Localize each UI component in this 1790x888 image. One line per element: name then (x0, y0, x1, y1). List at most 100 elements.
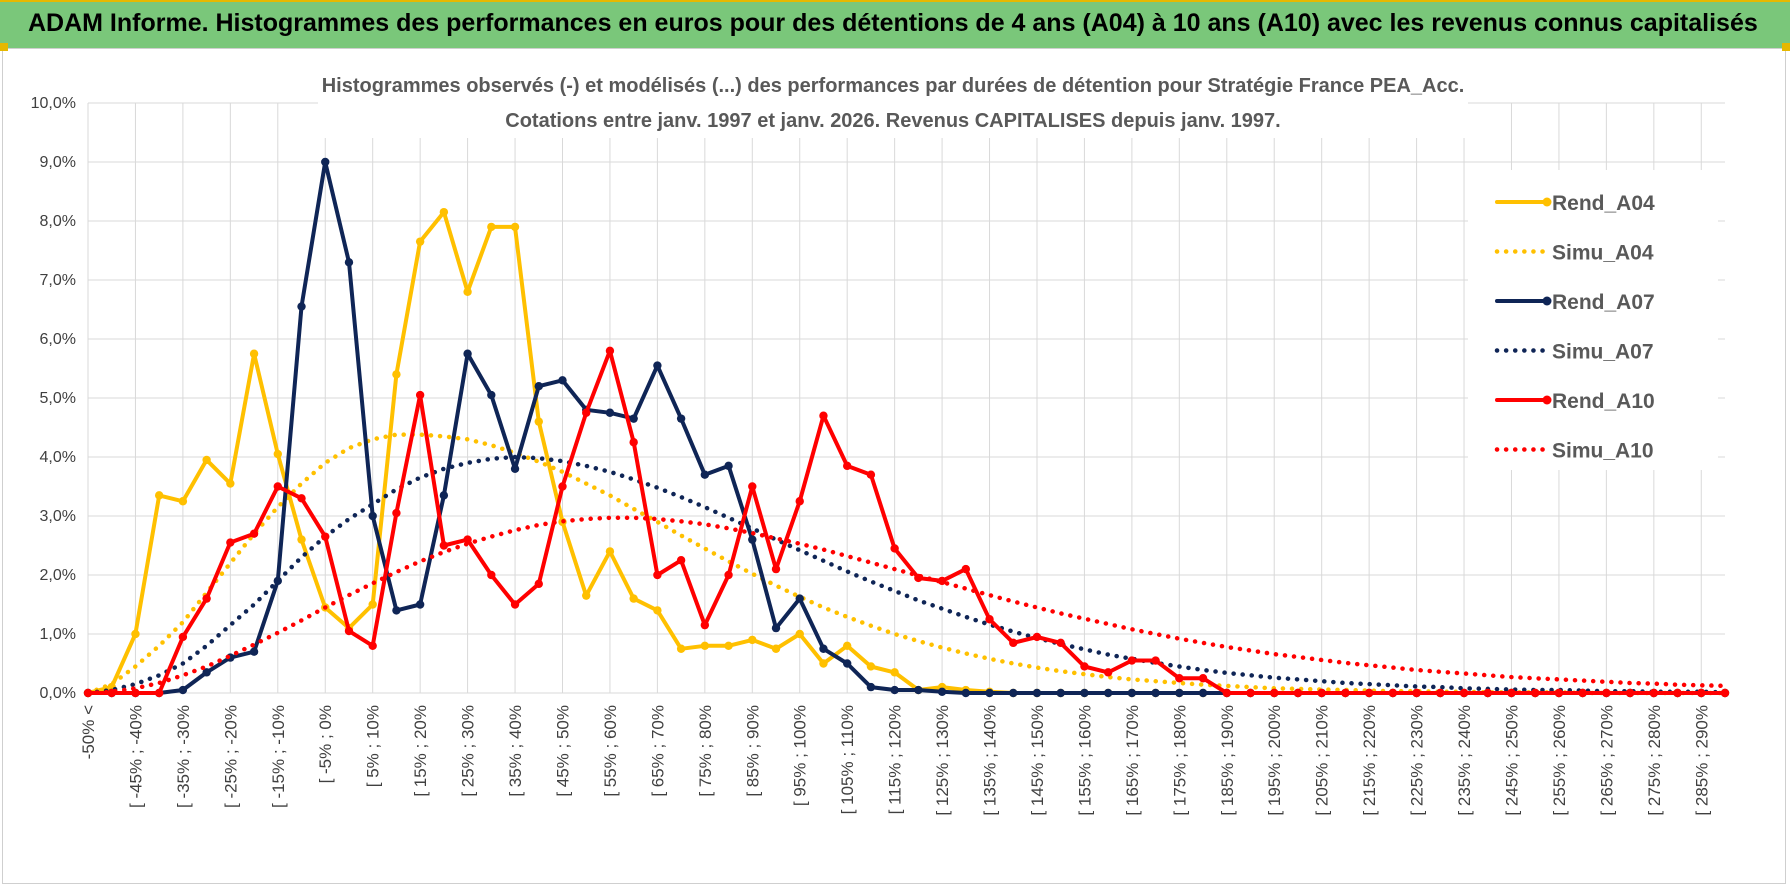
y-tick-label: 9,0% (40, 154, 76, 171)
data-point-Rend_A10 (1531, 688, 1540, 698)
data-point-Rend_A04 (510, 222, 520, 232)
data-point-Rend_A04 (178, 497, 188, 506)
x-tick-label: [ 185% ; 190% (1218, 705, 1237, 816)
x-tick-label: [ -5% ; 0% (316, 705, 335, 783)
data-point-Rend_A07 (558, 376, 567, 385)
data-point-Rend_A10 (1649, 688, 1659, 698)
y-tick-label: 1,0% (40, 626, 76, 643)
legend-item-Simu_A04: Simu_A04 (1494, 242, 1654, 265)
data-point-Rend_A07 (202, 668, 211, 677)
y-tick-label: 6,0% (40, 331, 76, 348)
data-point-Rend_A04 (724, 641, 733, 650)
data-point-Rend_A10 (344, 626, 354, 636)
data-point-Rend_A04 (249, 349, 259, 358)
data-point-Rend_A10 (1317, 688, 1326, 698)
data-point-Rend_A04 (202, 455, 211, 465)
x-tick-label: [ 65% ; 70% (648, 705, 667, 797)
data-point-Rend_A07 (297, 302, 306, 311)
data-point-Rend_A10 (1127, 656, 1137, 665)
data-point-Rend_A07 (415, 600, 425, 609)
series-Simu_A04 (85, 432, 1728, 696)
data-point-Rend_A10 (795, 497, 804, 506)
legend-item-Simu_A07: Simu_A07 (1494, 341, 1654, 364)
series-group (83, 157, 1730, 698)
x-tick-label: [ 55% ; 60% (601, 705, 620, 797)
data-point-Rend_A04 (273, 449, 282, 459)
data-point-Rend_A10 (1056, 638, 1065, 648)
x-tick-label: [ 215% ; 220% (1360, 705, 1379, 816)
data-point-Rend_A10 (1364, 688, 1374, 698)
x-tick-label: [ 105% ; 110% (838, 705, 857, 814)
data-point-Rend_A07 (1198, 688, 1208, 698)
x-tick-label: [ 85% ; 90% (743, 705, 762, 797)
x-tick-label: [ 95% ; 100% (791, 705, 810, 806)
series-line-Simu_A04 (85, 432, 1728, 696)
x-tick-label: [ 265% ; 270% (1597, 705, 1616, 816)
data-point-Rend_A10 (415, 390, 425, 400)
data-point-Rend_A07 (700, 470, 710, 479)
data-point-Rend_A07 (937, 687, 947, 697)
data-point-Rend_A07 (771, 623, 781, 633)
data-point-Rend_A10 (629, 438, 638, 447)
data-point-Rend_A04 (368, 600, 377, 609)
y-tick-label: 8,0% (40, 213, 76, 230)
data-point-Rend_A10 (653, 570, 662, 580)
data-point-Rend_A07 (819, 644, 828, 653)
data-point-Rend_A07 (439, 491, 449, 500)
data-point-Rend_A10 (178, 632, 188, 642)
data-point-Rend_A10 (937, 576, 947, 586)
x-tick-label: [ 155% ; 160% (1075, 705, 1094, 816)
data-point-Rend_A04 (653, 606, 662, 615)
legend-item-Simu_A10: Simu_A10 (1494, 440, 1654, 463)
x-tick-label: [ 205% ; 210% (1313, 705, 1332, 816)
data-point-Rend_A07 (463, 349, 472, 358)
x-tick-label: [ 35% ; 40% (506, 705, 525, 797)
data-point-Rend_A07 (178, 685, 188, 695)
x-tick-label: [ 115% ; 120% (886, 705, 905, 814)
y-axis: 0,0% 1,0% 2,0% 3,0% 4,0% 5,0% 6,0% 7,0% 8,0% 9,0%… (31, 95, 76, 702)
data-point-Rend_A10 (1103, 668, 1113, 677)
x-axis: -50% < [ -45% ; -40% [ -35% ; -30% [ -25% ;… (79, 705, 1711, 816)
data-point-Rend_A10 (582, 408, 591, 417)
data-point-Rend_A10 (487, 570, 496, 580)
data-point-Rend_A07 (321, 157, 330, 167)
data-point-Rend_A10 (1578, 688, 1587, 698)
data-point-Rend_A07 (534, 382, 543, 391)
x-tick-label: [ 75% ; 80% (696, 705, 715, 797)
legend-item-Rend_A04: Rend_A04 (1495, 192, 1655, 215)
x-tick-label: [ 235% ; 240% (1455, 705, 1474, 816)
data-point-Rend_A10 (1697, 688, 1706, 698)
data-point-Rend_A07 (605, 408, 615, 417)
data-point-Rend_A04 (582, 591, 591, 600)
data-point-Rend_A07 (653, 361, 662, 370)
data-point-Rend_A10 (985, 615, 994, 624)
x-tick-label: [ 175% ; 180% (1170, 705, 1189, 816)
data-point-Rend_A10 (1246, 688, 1255, 698)
data-point-Rend_A07 (985, 688, 994, 698)
x-tick-label: [ -35% ; -30% (174, 705, 193, 808)
data-point-Rend_A07 (961, 688, 971, 698)
data-point-Rend_A10 (1412, 688, 1421, 698)
chart-frame (2, 48, 1786, 884)
x-tick-label: [ 145% ; 150% (1028, 705, 1047, 816)
x-tick-label: [ 255% ; 260% (1550, 705, 1569, 816)
data-point-Rend_A10 (890, 544, 899, 553)
data-point-Rend_A07 (890, 685, 899, 695)
data-point-Rend_A04 (842, 641, 852, 650)
data-point-Rend_A07 (510, 464, 520, 473)
data-point-Rend_A10 (1151, 656, 1160, 665)
x-tick-label: [ -45% ; -40% (126, 705, 145, 808)
data-point-Rend_A07 (629, 414, 638, 423)
data-point-Rend_A07 (368, 511, 377, 521)
y-tick-label: 0,0% (40, 685, 76, 702)
data-point-Rend_A10 (1436, 688, 1445, 698)
data-point-Rend_A10 (1293, 688, 1303, 698)
data-point-Rend_A10 (771, 564, 781, 574)
data-point-Rend_A04 (131, 629, 140, 639)
data-point-Rend_A10 (1222, 688, 1231, 698)
data-point-Rend_A10 (392, 508, 401, 518)
legend-label: Simu_A10 (1552, 440, 1654, 463)
data-point-Rend_A04 (415, 237, 425, 246)
data-point-Rend_A07 (866, 682, 876, 692)
data-point-Rend_A10 (321, 532, 330, 541)
